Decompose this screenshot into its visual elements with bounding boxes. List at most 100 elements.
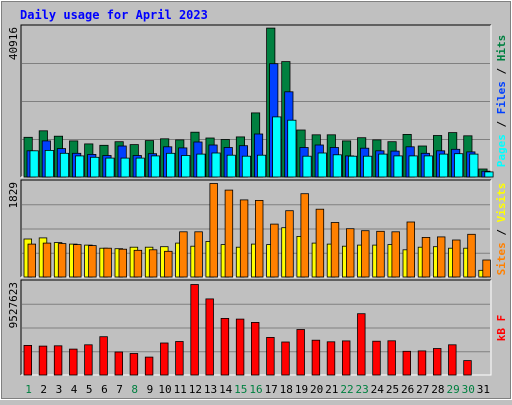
- bar-hits-pages-day-2: [44, 149, 54, 178]
- day-labels: 1 2 3 4 5 6 7 8 9 10 11 12 13 14 15 16 17 18 19 20 21 22 23 24 2…: [25, 383, 490, 396]
- bar-kbytes-kb-f-day-12: [190, 284, 199, 376]
- bar-hits-pages-day-27: [423, 155, 433, 178]
- day-label-29: 29: [446, 383, 459, 396]
- legend-hits: Pages / Files / Hits: [495, 35, 508, 168]
- legend-entry: /: [495, 61, 508, 81]
- bar-hits-pages-day-18: [287, 119, 297, 178]
- bar-kbytes-kb-f-day-27: [417, 350, 427, 376]
- day-label-23: 23: [355, 383, 368, 396]
- bar-hits-pages-day-10: [166, 152, 176, 178]
- bar-hits-pages-day-22: [347, 155, 358, 178]
- bar-visits-sites-day-13: [209, 183, 218, 278]
- bar-hits-pages-day-1: [29, 150, 39, 178]
- day-label-2: 2: [40, 383, 47, 396]
- bar-hits-pages-day-6: [105, 157, 115, 178]
- bar-kbytes-kb-f-day-25: [387, 340, 396, 376]
- day-label-3: 3: [56, 383, 63, 396]
- bar-visits-sites-day-6: [103, 247, 112, 278]
- day-label-26: 26: [401, 383, 414, 396]
- bar-visits-sites-day-20: [315, 208, 325, 278]
- bar-visits-sites-day-5: [88, 245, 97, 278]
- bar-hits-pages-day-11: [181, 155, 191, 178]
- bar-kbytes-kb-f-day-30: [463, 360, 472, 376]
- legend-entry: Pages: [495, 134, 508, 167]
- bar-hits-pages-day-16: [256, 154, 267, 178]
- day-label-22: 22: [340, 383, 353, 396]
- bar-hits-pages-day-31: [484, 171, 494, 178]
- day-label-31: 31: [477, 383, 490, 396]
- y-max-label-kbytes: 9527623: [7, 282, 20, 328]
- bar-visits-sites-day-28: [436, 236, 446, 278]
- bar-visits-sites-day-14: [224, 189, 234, 278]
- legend-entry: Visits: [495, 183, 508, 223]
- bar-visits-sites-day-23: [361, 230, 370, 278]
- bar-kbytes-kb-f-day-6: [99, 336, 108, 376]
- bar-visits-sites-day-15: [239, 199, 249, 278]
- day-label-30: 30: [462, 383, 475, 396]
- bar-hits-pages-day-25: [393, 155, 403, 178]
- bar-visits-sites-day-3: [57, 243, 67, 278]
- bar-visits-sites-day-4: [73, 244, 82, 278]
- bar-visits-sites-day-29: [452, 239, 461, 278]
- day-label-19: 19: [295, 383, 308, 396]
- day-label-20: 20: [310, 383, 323, 396]
- legend-entry: /: [495, 222, 508, 242]
- panel-visits: 1829 Sites / Visits: [7, 179, 508, 278]
- day-label-28: 28: [431, 383, 444, 396]
- bar-visits-sites-day-17: [270, 223, 279, 278]
- bar-kbytes-kb-f-day-10: [160, 342, 169, 376]
- day-label-6: 6: [101, 383, 108, 396]
- bar-kbytes-kb-f-day-8: [129, 353, 139, 376]
- bar-kbytes-kb-f-day-23: [357, 313, 366, 376]
- bar-visits-sites-day-27: [421, 236, 431, 278]
- bar-visits-sites-day-31: [482, 259, 491, 278]
- legend-entry: kB F: [495, 315, 508, 342]
- bar-visits-sites-day-25: [391, 231, 400, 278]
- outer-border-shadow: [1, 1, 511, 399]
- chart-title: Daily usage for April 2023: [20, 8, 208, 22]
- bar-visits-sites-day-11: [179, 231, 188, 278]
- bar-kbytes-kb-f-day-28: [432, 348, 442, 376]
- day-label-17: 17: [265, 383, 278, 396]
- bar-kbytes-kb-f-day-22: [341, 340, 351, 376]
- bar-kbytes-kb-f-day-1: [23, 344, 32, 376]
- y-max-label-visits: 1829: [7, 182, 20, 209]
- legend-visits: Sites / Visits: [495, 183, 508, 276]
- day-label-25: 25: [386, 383, 399, 396]
- chart-panels: 40916 Pages / Files / Hits 1829 Sites / Vis…: [7, 24, 508, 376]
- day-label-21: 21: [325, 383, 338, 396]
- bar-visits-sites-day-16: [254, 199, 264, 278]
- day-label-13: 13: [204, 383, 217, 396]
- bar-kbytes-kb-f-day-13: [205, 298, 214, 376]
- bar-kbytes-kb-f-day-9: [144, 356, 154, 376]
- plot-border-hits: [20, 24, 491, 177]
- day-label-12: 12: [189, 383, 202, 396]
- day-label-27: 27: [416, 383, 429, 396]
- bar-hits-pages-day-30: [469, 153, 479, 178]
- y-max-label-hits: 40916: [7, 27, 20, 60]
- bar-visits-sites-day-18: [285, 210, 294, 278]
- bar-hits-pages-day-12: [196, 153, 206, 178]
- panel-hits: 40916 Pages / Files / Hits: [7, 24, 508, 178]
- bar-kbytes-kb-f-day-2: [38, 345, 48, 376]
- day-label-24: 24: [371, 383, 385, 396]
- bar-hits-pages-day-13: [211, 152, 221, 178]
- bar-kbytes-kb-f-day-5: [84, 344, 93, 376]
- bar-hits-pages-day-17: [272, 116, 282, 178]
- bar-visits-sites-day-1: [27, 243, 36, 278]
- bar-kbytes-kb-f-day-16: [250, 321, 260, 376]
- bar-kbytes-kb-f-day-7: [114, 351, 123, 376]
- bar-visits-sites-day-26: [406, 221, 415, 278]
- bar-kbytes-kb-f-day-20: [311, 339, 321, 376]
- bar-visits-sites-day-8: [133, 249, 143, 278]
- day-label-18: 18: [280, 383, 293, 396]
- bar-visits-sites-day-24: [376, 230, 385, 278]
- bar-hits-pages-day-26: [408, 155, 418, 178]
- day-label-8: 8: [131, 383, 138, 396]
- bar-hits-pages-day-24: [378, 153, 388, 178]
- bar-visits-sites-day-19: [300, 193, 309, 278]
- bar-visits-sites-day-9: [148, 249, 158, 278]
- plot-border-kbytes: [20, 279, 491, 375]
